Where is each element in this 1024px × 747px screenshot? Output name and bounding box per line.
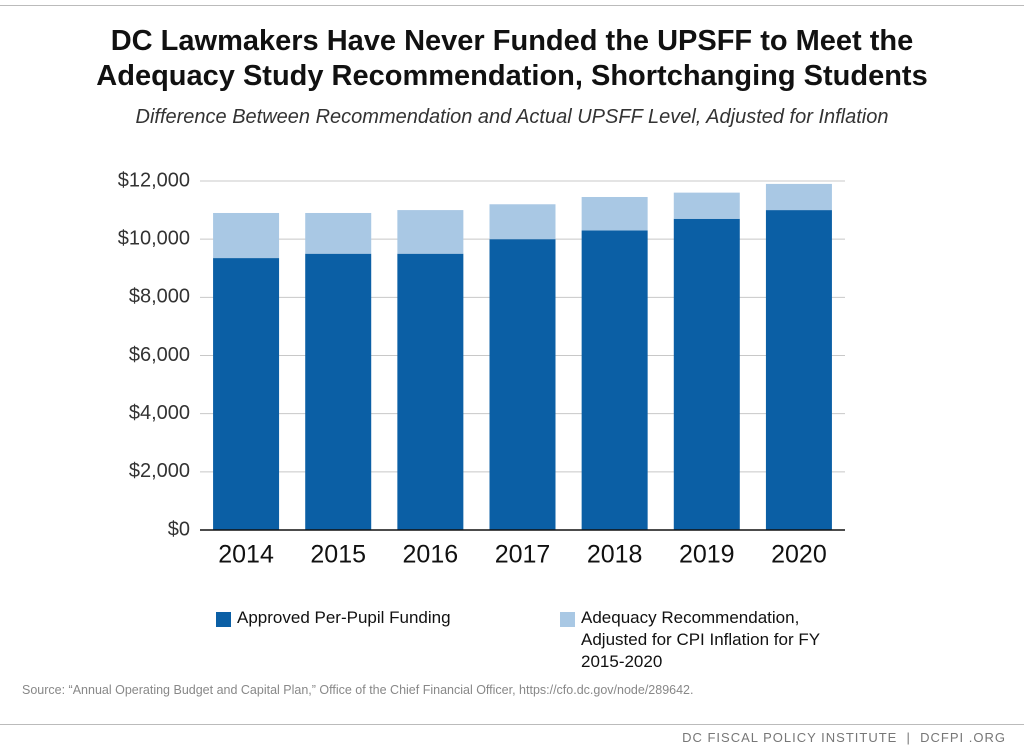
legend-label: Adequacy Recommendation, Adjusted for CP…: [581, 608, 820, 671]
bar-segment: [581, 230, 648, 531]
top-rule: [0, 5, 1024, 6]
chart-subtitle: Difference Between Recommendation and Ac…: [135, 106, 889, 128]
y-tick-label: $2,000: [129, 460, 190, 482]
legend-swatch: [560, 612, 575, 627]
bar-segment: [673, 192, 740, 219]
bottom-rule: [0, 724, 1024, 725]
y-tick-label: $4,000: [129, 402, 190, 424]
bar-segment: [765, 183, 832, 211]
bar-segment: [397, 210, 464, 254]
bar-segment: [489, 239, 556, 530]
bar-segment: [397, 253, 464, 531]
x-tick-label: 2017: [495, 541, 551, 569]
y-tick-label: $10,000: [118, 227, 190, 249]
legend-label: Approved Per-Pupil Funding: [237, 608, 451, 627]
y-tick-label: $8,000: [129, 286, 190, 308]
bar-segment: [673, 218, 740, 530]
bar-segment: [213, 212, 280, 259]
bar-segment: [765, 210, 832, 531]
chart-title: DC Lawmakers Have Never Funded the UPSFF…: [96, 25, 928, 92]
bar-segment: [305, 212, 372, 254]
bar-segment: [213, 258, 280, 530]
x-tick-label: 2020: [771, 541, 827, 569]
x-tick-label: 2018: [587, 541, 643, 569]
x-tick-label: 2014: [218, 541, 274, 569]
y-tick-label: $6,000: [129, 344, 190, 366]
x-tick-label: 2016: [403, 541, 459, 569]
x-tick-label: 2019: [679, 541, 735, 569]
x-tick-label: 2015: [310, 541, 366, 569]
source-note: Source: “Annual Operating Budget and Cap…: [22, 683, 694, 697]
chart: $0 $2,000 $4,000 $6,000 $8,000 $10,000 $12,000…: [118, 169, 845, 569]
bar-segment: [489, 204, 556, 240]
bar-segment: [305, 253, 372, 531]
footer: DC FISCAL POLICY INSTITUTE | DCFPI .ORG: [682, 730, 1006, 745]
legend-swatch: [216, 612, 231, 627]
y-tick-label: $0: [168, 518, 190, 540]
bar-segment: [581, 196, 648, 231]
y-tick-label: $12,000: [118, 169, 190, 191]
